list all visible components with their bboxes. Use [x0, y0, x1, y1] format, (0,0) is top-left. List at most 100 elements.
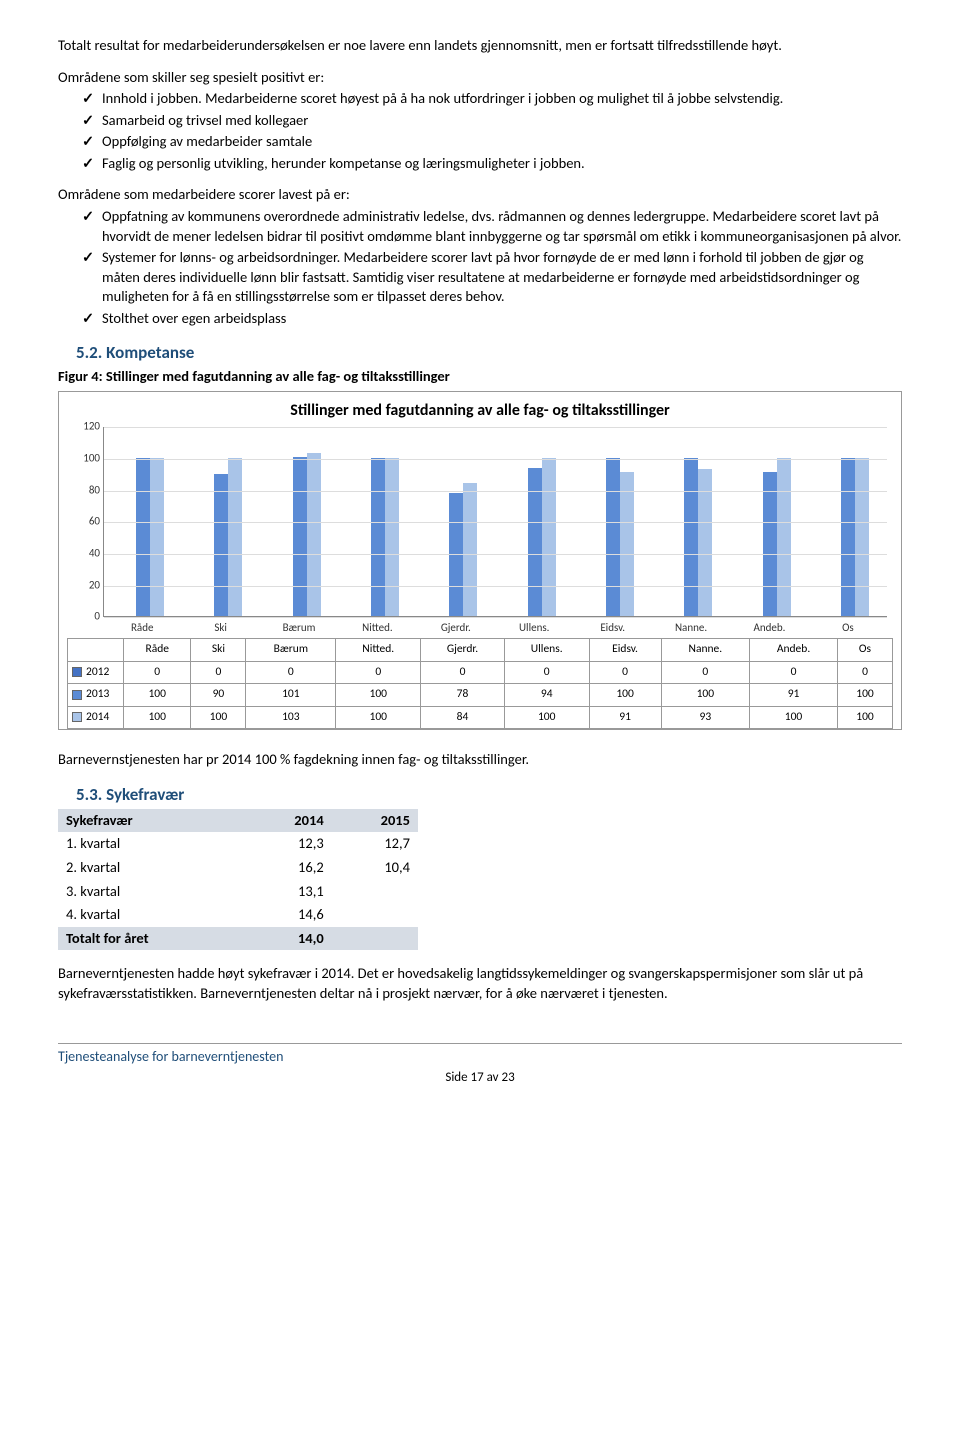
- list-item: Innhold i jobben. Medarbeiderne scoret h…: [82, 89, 902, 109]
- syk-cell: 3. kvartal: [58, 880, 245, 904]
- after-chart-paragraph: Barnevernstjenesten har pr 2014 100 % fa…: [58, 750, 902, 770]
- chart-plot-area: 020406080100120: [103, 427, 887, 617]
- sykefravaer-paragraph: Barneverntjenesten hadde høyt sykefravær…: [58, 964, 902, 1003]
- chart-x-tick: Nitted.: [338, 617, 416, 636]
- chart-table-cell: 100: [750, 706, 838, 729]
- chart-bar: [371, 458, 385, 616]
- chart-table-cell: 103: [246, 706, 336, 729]
- chart-table-cell: 0: [421, 661, 505, 684]
- chart-table-header: Os: [837, 639, 892, 662]
- chart-bar: [150, 458, 164, 616]
- syk-cell: 13,1: [245, 880, 331, 904]
- chart-bar: [136, 458, 150, 616]
- chart-table-cell: 94: [504, 684, 589, 707]
- chart-y-tick: 20: [70, 578, 100, 593]
- syk-total-cell: Totalt for året: [58, 927, 245, 951]
- chart-bar: [463, 483, 477, 616]
- figure-caption: Figur 4: Stillinger med fagutdanning av …: [58, 367, 902, 387]
- chart-table-cell: 91: [589, 706, 661, 729]
- page-footer: Tjenesteanalyse for barneverntjenesten S…: [58, 1043, 902, 1086]
- chart-table-cell: 100: [124, 684, 191, 707]
- chart-table-header: Råde: [124, 639, 191, 662]
- syk-total-cell: 14,0: [245, 927, 331, 951]
- section-sykefravaer-heading: 5.3. Sykefravær: [58, 784, 902, 807]
- chart-legend-cell: 2013: [68, 684, 124, 707]
- chart-table-cell: 0: [837, 661, 892, 684]
- chart-bar: [293, 457, 307, 617]
- syk-cell: 12,7: [332, 832, 418, 856]
- chart-x-labels: RådeSkiBærumNitted.Gjerdr.Ullens.Eidsv.N…: [103, 617, 887, 636]
- chart-table-header: Andeb.: [750, 639, 838, 662]
- chart-bar: [763, 472, 777, 616]
- chart-table-cell: 0: [750, 661, 838, 684]
- chart-table-cell: 100: [661, 684, 749, 707]
- chart-table-cell: 100: [837, 684, 892, 707]
- sykefravaer-table: Sykefravær 2014 2015 1. kvartal12,312,7 …: [58, 809, 418, 950]
- syk-cell: 14,6: [245, 903, 331, 927]
- syk-cell: 4. kvartal: [58, 903, 245, 927]
- lowest-intro: Områdene som medarbeidere scorer lavest …: [58, 185, 902, 205]
- list-item: Stolthet over egen arbeidsplass: [82, 309, 902, 329]
- syk-cell: 12,3: [245, 832, 331, 856]
- list-item: Systemer for lønns- og arbeidsordninger.…: [82, 248, 902, 307]
- chart-table-cell: 90: [191, 684, 246, 707]
- chart-table-cell: 101: [246, 684, 336, 707]
- chart-table-cell: 84: [421, 706, 505, 729]
- positives-intro: Områdene som skiller seg spesielt positi…: [58, 68, 902, 88]
- chart-table-cell: 0: [336, 661, 421, 684]
- footer-title: Tjenesteanalyse for barneverntjenesten: [58, 1048, 902, 1067]
- chart-table-cell: 100: [504, 706, 589, 729]
- section-kompetanse-heading: 5.2. Kompetanse: [58, 342, 902, 365]
- chart-bar: [385, 458, 399, 616]
- chart-bar: [855, 458, 869, 616]
- syk-cell: 10,4: [332, 856, 418, 880]
- chart-x-tick: Ski: [181, 617, 259, 636]
- list-item: Faglig og personlig utvikling, herunder …: [82, 154, 902, 174]
- legend-swatch-icon: [72, 690, 82, 700]
- chart-table-cell: 0: [246, 661, 336, 684]
- chart-table-header: Bærum: [246, 639, 336, 662]
- chart-x-tick: Os: [809, 617, 887, 636]
- chart-legend-cell: 2012: [68, 661, 124, 684]
- chart-table-header: Ski: [191, 639, 246, 662]
- chart-table-cell: 100: [837, 706, 892, 729]
- syk-cell: 2. kvartal: [58, 856, 245, 880]
- chart-bar: [214, 474, 228, 617]
- chart-bar: [841, 458, 855, 616]
- chart-y-tick: 40: [70, 547, 100, 562]
- chart-table-cell: 0: [589, 661, 661, 684]
- chart-table-cell: 0: [504, 661, 589, 684]
- chart-title: Stillinger med fagutdanning av alle fag-…: [67, 400, 893, 422]
- chart-bar: [620, 472, 634, 616]
- syk-cell: 1. kvartal: [58, 832, 245, 856]
- chart-table-cell: 100: [336, 684, 421, 707]
- chart-table-header: Gjerdr.: [421, 639, 505, 662]
- chart-x-tick: Råde: [103, 617, 181, 636]
- chart-y-tick: 80: [70, 483, 100, 498]
- chart-bar: [777, 458, 791, 616]
- syk-cell: 16,2: [245, 856, 331, 880]
- chart-data-table: RådeSkiBærumNitted.Gjerdr.Ullens.Eidsv.N…: [67, 638, 893, 729]
- syk-cell: [332, 903, 418, 927]
- chart-y-tick: 0: [70, 610, 100, 625]
- chart-y-tick: 100: [70, 452, 100, 467]
- chart-bar: [307, 453, 321, 616]
- chart-container: Stillinger med fagutdanning av alle fag-…: [58, 391, 902, 731]
- chart-table-cell: 78: [421, 684, 505, 707]
- chart-x-tick: Bærum: [260, 617, 338, 636]
- chart-table-cell: 100: [589, 684, 661, 707]
- chart-table-cell: 0: [124, 661, 191, 684]
- list-item: Oppfatning av kommunens overordnede admi…: [82, 207, 902, 246]
- chart-x-tick: Nanne.: [652, 617, 730, 636]
- syk-cell: [332, 880, 418, 904]
- intro-paragraph: Totalt resultat for medarbeiderundersøke…: [58, 36, 902, 56]
- chart-x-tick: Ullens.: [495, 617, 573, 636]
- chart-y-tick: 60: [70, 515, 100, 530]
- legend-swatch-icon: [72, 667, 82, 677]
- chart-table-cell: 100: [124, 706, 191, 729]
- legend-swatch-icon: [72, 712, 82, 722]
- lowest-list: Oppfatning av kommunens overordnede admi…: [58, 207, 902, 328]
- chart-table-header: Eidsv.: [589, 639, 661, 662]
- chart-table-header: Ullens.: [504, 639, 589, 662]
- syk-header-cell: 2015: [332, 809, 418, 833]
